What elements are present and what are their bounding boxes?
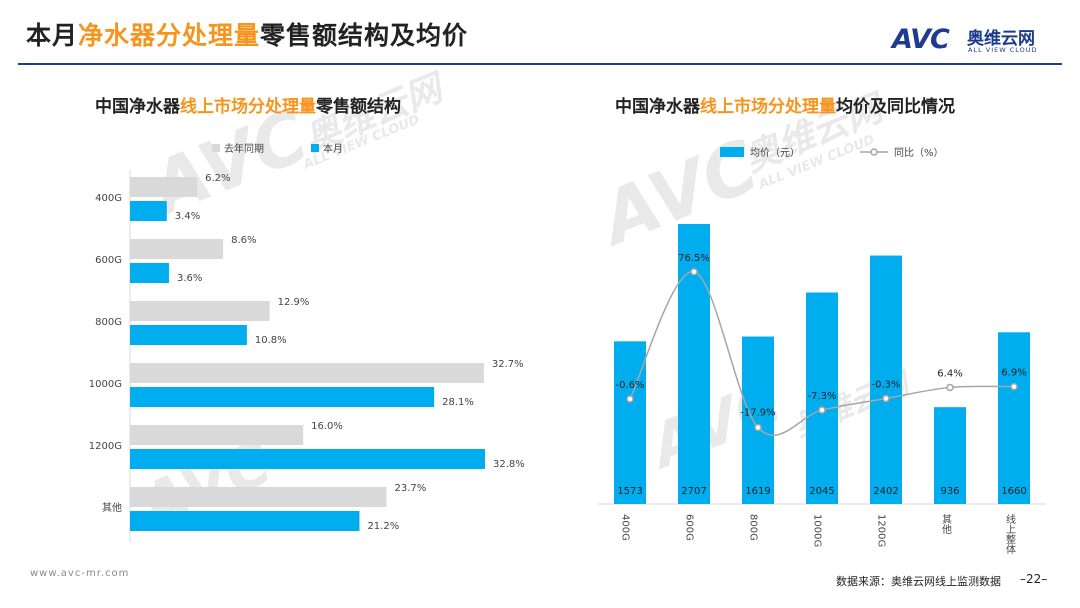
category-label: 800G [748, 514, 759, 541]
legend-swatch-avg-price [720, 147, 744, 157]
bar-last-year [130, 363, 484, 383]
left-chart-title-prefix: 中国净水器 [95, 97, 180, 117]
bar-this-month [130, 511, 360, 531]
data-label: 3.4% [175, 211, 200, 222]
category-label: 1200G [876, 514, 887, 547]
page-title-highlight: 净水器分处理量 [78, 21, 261, 50]
yoy-line [629, 271, 1015, 436]
bar-last-year [130, 301, 270, 321]
yoy-point [882, 394, 890, 403]
left-chart-title: 中国净水器线上市场分处理量零售额结构 [95, 92, 401, 117]
bar-value-label: 2402 [873, 486, 898, 497]
category-label: 其他 [940, 514, 952, 535]
avc-logo: AVC 奥维云网 ALL VIEW CLOUD [892, 24, 1062, 60]
yoy-point [690, 268, 698, 276]
category-label: 线上整体 [1004, 513, 1016, 555]
data-label: 6.2% [205, 173, 230, 184]
data-label: 32.8% [493, 459, 525, 470]
page-title-suffix: 零售额结构及均价 [260, 21, 469, 50]
data-label: 10.8% [255, 335, 287, 346]
legend-label-yoy: 同比（%） [894, 147, 944, 159]
category-label: 400G [620, 514, 631, 541]
bar-this-month [130, 325, 247, 345]
yoy-label: 76.5% [678, 253, 710, 264]
footer-url: www.avc-mr.com [30, 568, 130, 579]
right-chart-title-prefix: 中国净水器 [615, 97, 700, 117]
bar-avg-price [742, 336, 774, 504]
data-label: 8.6% [231, 235, 256, 246]
category-label: 400G [95, 193, 122, 204]
footer-source: 数据来源：奥维云网线上监测数据 [836, 575, 1001, 588]
data-label: 28.1% [442, 397, 474, 408]
right-chart-title-highlight: 线上市场分处理量 [700, 97, 836, 117]
yoy-label: 6.9% [1001, 368, 1026, 379]
bar-last-year [130, 177, 198, 197]
bar-value-label: 1660 [1001, 486, 1026, 497]
category-label: 600G [684, 514, 695, 541]
bar-value-label: 2707 [681, 486, 706, 497]
bar-last-year [130, 425, 304, 445]
left-chart-title-highlight: 线上市场分处理量 [180, 97, 316, 117]
bar-avg-price [998, 332, 1030, 504]
data-label: 16.0% [311, 421, 343, 432]
category-label: 1000G [89, 379, 122, 390]
logo-en-text: ALL VIEW CLOUD [968, 46, 1038, 54]
page-title-prefix: 本月 [26, 21, 79, 50]
yoy-point [946, 383, 954, 392]
legend-label-avg-price: 均价（元） [750, 147, 800, 159]
legend-swatch-1 [311, 144, 319, 152]
bar-last-year [130, 487, 387, 507]
yoy-point [1010, 382, 1018, 391]
yoy-point [818, 406, 826, 414]
yoy-label: -17.9% [740, 408, 775, 419]
yoy-label: -0.3% [871, 379, 900, 390]
data-label: 21.2% [367, 521, 399, 532]
bar-avg-price [870, 255, 902, 504]
bar-last-year [130, 239, 224, 259]
category-label: 600G [95, 255, 122, 266]
bar-value-label: 936 [940, 486, 959, 497]
data-label: 12.9% [278, 297, 310, 308]
data-label: 32.7% [492, 359, 524, 370]
legend-marker-yoy [870, 148, 878, 156]
left-chart-title-suffix: 零售额结构 [316, 97, 401, 117]
yoy-label: -0.6% [615, 380, 644, 391]
yoy-point [754, 423, 762, 432]
yoy-label: 6.4% [937, 368, 962, 379]
legend-label-1: 本月 [323, 142, 343, 155]
page-title: 本月净水器分处理量零售额结构及均价 [26, 16, 468, 52]
left-bar-chart: 去年同期 本月 400G 6.2% 3.4% 600G 8.6% 3.6% 800G 12.9% 1… [89, 142, 525, 542]
legend-label-0: 去年同期 [224, 142, 264, 155]
bar-value-label: 1573 [617, 486, 642, 497]
data-label: 23.7% [395, 483, 427, 494]
bar-this-month [130, 263, 169, 283]
title-divider [18, 63, 1062, 65]
yoy-point [626, 395, 634, 403]
legend-swatch-0 [212, 144, 220, 152]
bar-avg-price [934, 407, 966, 504]
category-label: 800G [95, 317, 122, 328]
bar-avg-price [678, 224, 710, 504]
bar-value-label: 1619 [745, 486, 770, 497]
logo-cn-text: 奥维云网 [967, 29, 1035, 49]
right-chart-title-suffix: 均价及同比情况 [836, 97, 955, 117]
bar-value-label: 2045 [809, 486, 834, 497]
category-label: 其他 [102, 501, 122, 514]
logo-avc-text: AVC [892, 24, 950, 55]
bar-avg-price [614, 341, 646, 504]
category-label: 1200G [89, 441, 122, 452]
bar-avg-price [806, 292, 838, 504]
data-label: 3.6% [177, 273, 202, 284]
right-combo-chart: 均价（元） 同比（%） 1573 400G 2707 600G 1619 800G 2045 10… [598, 147, 1046, 555]
category-label: 1000G [812, 514, 823, 547]
right-chart-title: 中国净水器线上市场分处理量均价及同比情况 [615, 92, 955, 117]
bar-this-month [130, 449, 485, 469]
bar-this-month [130, 387, 435, 407]
footer-page-number: –22– [1020, 572, 1048, 586]
bar-this-month [130, 201, 167, 221]
yoy-label: -7.3% [807, 391, 836, 402]
